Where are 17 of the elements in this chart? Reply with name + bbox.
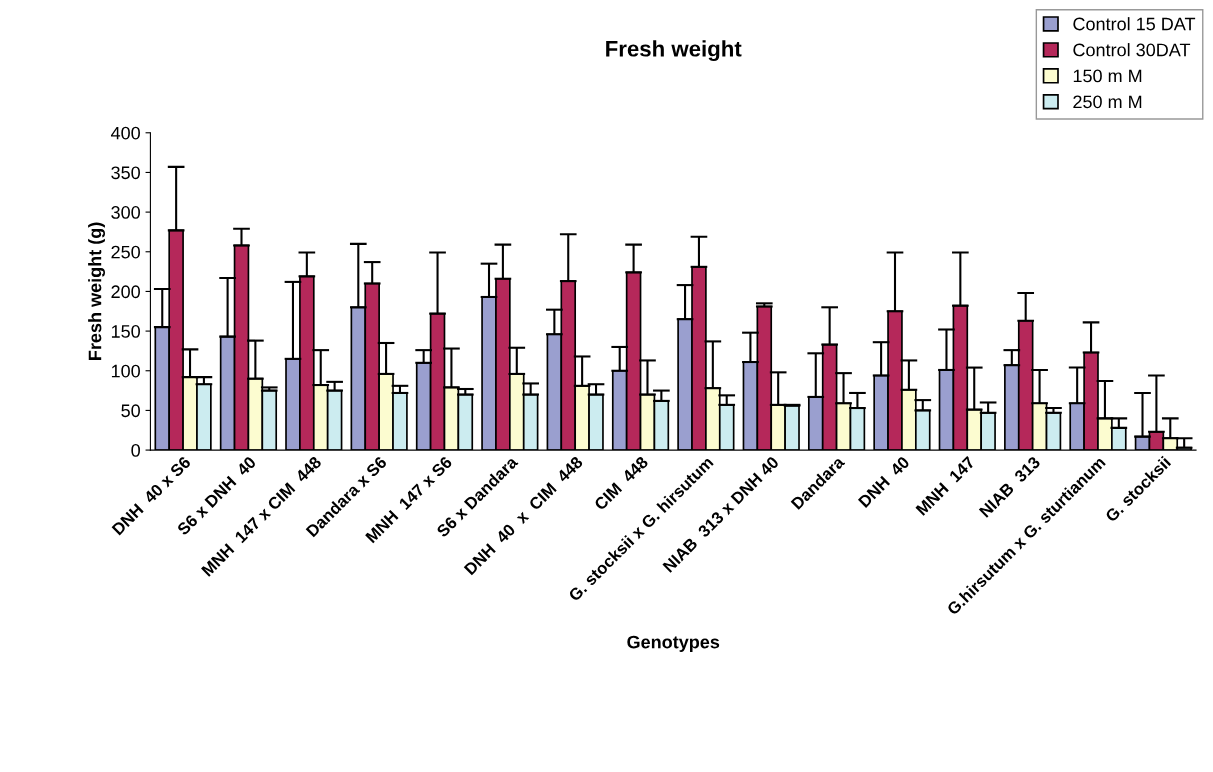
y-axis-title: Fresh weight (g): [88, 222, 106, 360]
y-tick-label: 50: [121, 404, 140, 418]
y-tick-label: 150: [111, 325, 140, 338]
y-tick-label: 350: [111, 166, 140, 180]
y-tick-label: 100: [111, 364, 140, 378]
y-tick-label: 400: [110, 126, 140, 140]
legend-label: Control 15 DAT: [1073, 17, 1196, 31]
legend-label: 150 m M: [1073, 69, 1142, 83]
y-tick-label: 250: [111, 245, 140, 259]
legend-label: 250 m M: [1073, 95, 1142, 109]
x-tick-label: CIM 448: [593, 455, 649, 511]
chart-title: Fresh weight: [606, 40, 742, 62]
y-tick-label: 300: [111, 206, 140, 219]
y-tick-label: 200: [111, 285, 140, 299]
legend-label: Control 30DAT: [1073, 43, 1191, 57]
x-axis-title: Genotypes: [627, 635, 720, 652]
y-tick-label: 0: [131, 444, 140, 457]
